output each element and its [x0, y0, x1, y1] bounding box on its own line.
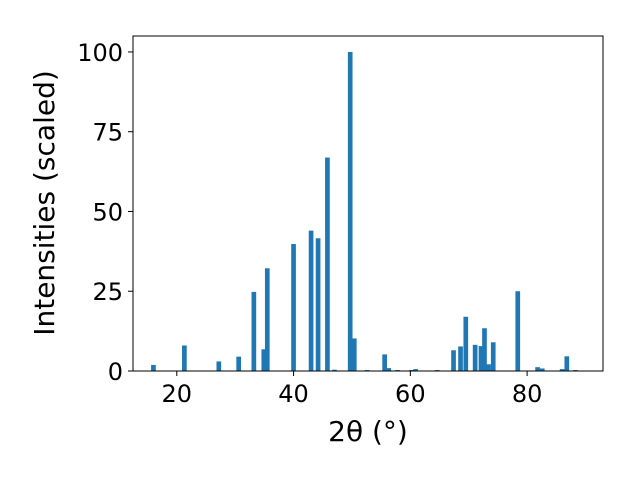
- bar-0: [151, 364, 156, 371]
- bar-25: [478, 346, 484, 371]
- bar-1: [182, 345, 187, 371]
- bar-10: [325, 157, 330, 371]
- bar-6: [264, 268, 270, 371]
- x-tick-label-0: 20: [162, 380, 193, 408]
- y-tick-label-1: 25: [92, 278, 123, 306]
- bar-11: [332, 369, 337, 371]
- bar-13: [351, 338, 357, 371]
- y-tick-label-4: 100: [77, 39, 123, 67]
- bar-8: [308, 230, 314, 371]
- bar-28: [490, 342, 496, 371]
- y-axis-label: Intensities (scaled): [28, 70, 61, 336]
- bar-16: [386, 368, 392, 371]
- bar-31: [539, 368, 545, 371]
- bar-7: [291, 244, 296, 371]
- x-axis-label: 2θ (°): [328, 415, 408, 448]
- bar-15: [382, 354, 387, 371]
- x-tick-label-1: 40: [278, 380, 309, 408]
- bar-32: [559, 369, 565, 371]
- bar-22: [458, 346, 463, 371]
- y-axis-ticks: 0 25 50 75 100: [77, 39, 133, 386]
- bar-24: [472, 344, 478, 371]
- bar-33: [564, 356, 570, 371]
- bar-23: [463, 316, 469, 371]
- bar-9: [315, 238, 321, 371]
- bar-3: [236, 356, 242, 371]
- bar-2: [216, 361, 222, 371]
- x-tick-label-3: 80: [512, 380, 543, 408]
- bar-26: [482, 328, 487, 371]
- y-tick-label-3: 75: [92, 119, 123, 147]
- x-tick-label-2: 60: [395, 380, 426, 408]
- bar-4: [251, 291, 257, 371]
- bar-30: [535, 367, 540, 371]
- plot-frame: [132, 35, 604, 372]
- bar-12: [347, 51, 353, 371]
- y-tick-label-2: 50: [92, 198, 123, 226]
- x-axis-ticks: 20 40 60 80: [162, 371, 543, 408]
- bar-27: [486, 364, 491, 371]
- bar-19: [413, 369, 418, 371]
- bar-21: [451, 350, 456, 371]
- bar-5: [261, 349, 267, 371]
- bars-group: [151, 51, 578, 371]
- y-tick-label-0: 0: [108, 358, 123, 386]
- bar-29: [515, 291, 521, 371]
